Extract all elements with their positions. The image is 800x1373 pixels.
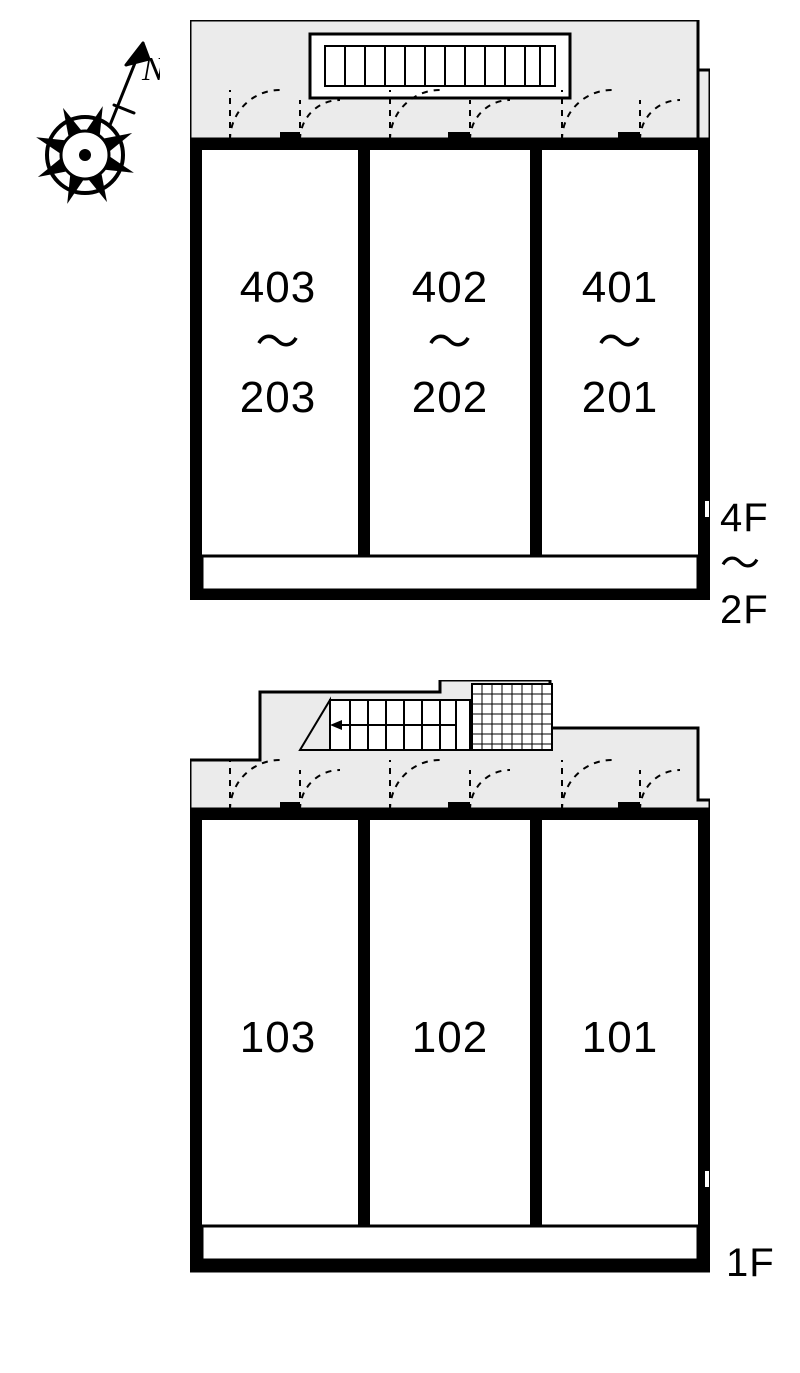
floor-top: 4F [720, 496, 769, 540]
room-top: 401 [582, 263, 658, 312]
lower-floor-plan: 103 102 101 [190, 680, 710, 1280]
upper-room-3-label: 403 〜 203 [208, 260, 348, 425]
upper-floor-label: 4F 〜 2F [720, 495, 769, 633]
lower-room-2-label: 102 [380, 1010, 520, 1065]
floor-plan-canvas: N [0, 0, 800, 1373]
lower-room-1-label: 101 [550, 1010, 690, 1065]
room-bot: 203 [240, 373, 316, 422]
room-top: 403 [240, 263, 316, 312]
floor-bot: 2F [720, 588, 769, 632]
upper-room-2-label: 402 〜 202 [380, 260, 520, 425]
lower-room-3-label: 103 [208, 1010, 348, 1065]
room-sep: 〜 [598, 318, 643, 367]
room-label: 102 [412, 1013, 488, 1062]
room-label: 101 [582, 1013, 658, 1062]
compass-rose: N [30, 25, 160, 215]
room-sep: 〜 [256, 318, 301, 367]
floor-sep: 〜 [720, 542, 761, 586]
floor-label-text: 1F [726, 1241, 775, 1285]
compass-n-label: N [141, 51, 160, 88]
lower-floor-label: 1F [726, 1240, 775, 1286]
room-bot: 201 [582, 373, 658, 422]
room-label: 103 [240, 1013, 316, 1062]
room-bot: 202 [412, 373, 488, 422]
room-sep: 〜 [428, 318, 473, 367]
upper-floor-plan: 403 〜 203 402 〜 202 401 〜 201 [190, 20, 710, 600]
room-top: 402 [412, 263, 488, 312]
upper-room-1-label: 401 〜 201 [550, 260, 690, 425]
